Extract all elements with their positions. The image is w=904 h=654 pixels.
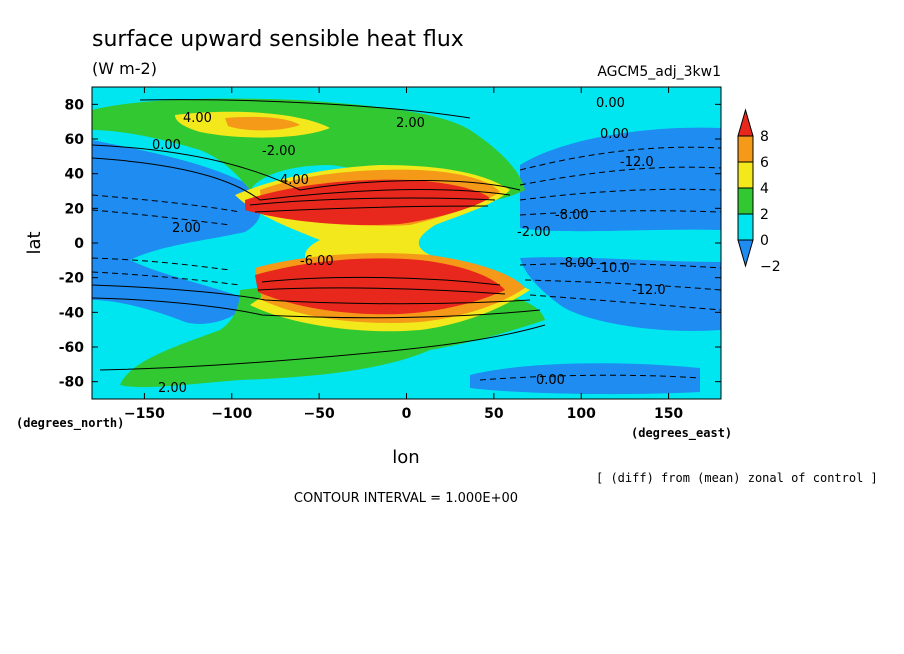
contour-label: -8.00 — [555, 208, 589, 223]
y-tick-label: 0 — [74, 236, 84, 252]
contour-line — [92, 297, 541, 319]
x-tick-label: −50 — [304, 406, 335, 422]
contour-label: 2.00 — [396, 116, 425, 131]
y-tick-label: -20 — [59, 271, 85, 287]
colorbar: 8 6 4 2 0 −2 — [737, 108, 781, 275]
contour-line — [261, 276, 501, 286]
contour-line — [92, 271, 241, 286]
colorbar-swatch — [737, 239, 754, 268]
region-blue-west — [92, 140, 261, 324]
colorbar-label: −2 — [760, 259, 781, 275]
contour-line — [249, 197, 496, 206]
colorbar-label: 2 — [760, 207, 769, 223]
contour-line — [529, 294, 721, 311]
region-blue-east-north — [520, 127, 721, 232]
contour-interval: CONTOUR INTERVAL = 1.000E+00 — [294, 491, 518, 506]
contour-label: -12.0 — [620, 155, 654, 170]
chart-title: surface upward sensible heat flux — [92, 27, 464, 52]
contour-line — [519, 146, 721, 171]
footnote: [ (diff) from (mean) zonal of control ] — [596, 471, 878, 485]
contour-label: 0.00 — [600, 127, 629, 142]
y-tick-label: -80 — [59, 375, 85, 391]
contour-label: -2.00 — [517, 225, 551, 240]
contour-label: 0.00 — [536, 373, 565, 388]
y-unit-label: (degrees_north) — [16, 416, 124, 431]
y-tick-label: 40 — [65, 167, 85, 183]
region-blue-east-far-south — [470, 363, 700, 395]
contour-line — [92, 284, 531, 305]
contour-labels: 4.00 2.00 0.00 0.00 0.00 -2.00 -12.0 4.0… — [152, 96, 666, 396]
contour-line — [92, 157, 511, 201]
region-red-south — [255, 258, 505, 315]
x-tick-label: 0 — [402, 406, 412, 422]
contour-line — [92, 144, 521, 191]
region-blue-east-south — [520, 257, 721, 331]
contour-label: -10.0 — [596, 261, 630, 276]
run-label: AGCM5_adj_3kw1 — [597, 64, 721, 80]
y-axis-label: lat — [24, 231, 45, 254]
x-tick-label: 50 — [484, 406, 504, 422]
x-axis: −150 −100 −50 0 50 100 150 — [124, 87, 683, 422]
colorbar-label: 8 — [760, 129, 769, 145]
units-label: (W m-2) — [92, 59, 157, 78]
colorbar-swatch — [737, 135, 754, 163]
x-tick-label: −100 — [211, 406, 252, 422]
y-tick-label: 80 — [65, 97, 85, 113]
contour-line — [257, 287, 506, 295]
contour-line — [254, 205, 489, 213]
x-tick-label: 100 — [567, 406, 596, 422]
region-red-north — [245, 179, 490, 226]
contour-line — [92, 209, 231, 226]
x-tick-label: 150 — [654, 406, 683, 422]
contour-label: 4.00 — [280, 173, 309, 188]
contour-label: -6.00 — [300, 254, 334, 269]
y-tick-label: -40 — [59, 305, 85, 321]
contour-field — [92, 87, 721, 399]
y-axis: 80 60 40 20 0 -20 -40 -60 -80 — [59, 97, 721, 391]
colorbar-swatch — [737, 213, 754, 241]
contour-line — [92, 194, 241, 213]
colorbar-swatch — [737, 187, 754, 215]
x-axis-label: lon — [392, 447, 419, 468]
contour-label: 0.00 — [596, 96, 625, 111]
contour-label: 2.00 — [172, 221, 201, 236]
contour-label: 2.00 — [158, 381, 187, 396]
region-orange-north-cap — [225, 116, 300, 131]
colorbar-swatch — [737, 108, 754, 137]
y-tick-label: 20 — [65, 201, 85, 217]
contour-line — [139, 99, 471, 119]
contour-label: 4.00 — [183, 111, 212, 126]
contour-label: -8.00 — [560, 256, 594, 271]
colorbar-label: 6 — [760, 155, 769, 171]
colorbar-swatch — [737, 161, 754, 189]
contour-line — [524, 279, 721, 291]
contour-label: -2.00 — [262, 144, 296, 159]
y-tick-label: 60 — [65, 132, 85, 148]
contour-label: -12.0 — [632, 283, 666, 298]
x-tick-label: −150 — [124, 406, 165, 422]
y-tick-label: -60 — [59, 340, 85, 356]
contour-line — [99, 324, 546, 371]
contour-label: 0.00 — [152, 138, 181, 153]
colorbar-label: 4 — [760, 181, 769, 197]
x-unit-label: (degrees_east) — [631, 426, 732, 441]
contour-lines — [92, 99, 546, 371]
contour-line — [92, 257, 231, 271]
contour-lines-negative — [92, 146, 721, 381]
colorbar-label: 0 — [760, 233, 769, 249]
